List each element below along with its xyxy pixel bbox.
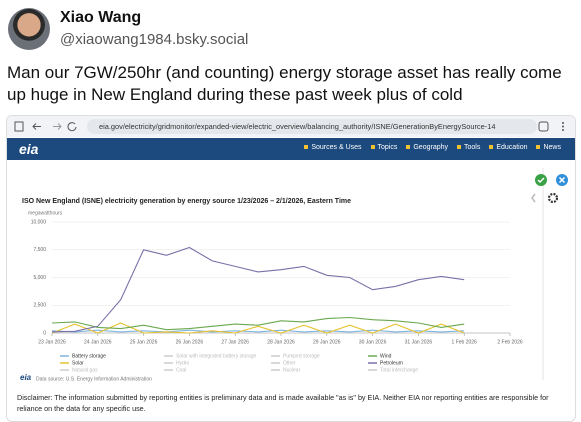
- y-tick-label: 7,500: [33, 247, 46, 253]
- x-tick-label: 29 Jan 2026: [313, 339, 341, 345]
- legend-label[interactable]: Coal: [176, 367, 186, 373]
- legend-label[interactable]: Hydro: [176, 360, 190, 366]
- series-line: [51, 316, 465, 331]
- x-tick-label: 30 Jan 2026: [359, 339, 387, 345]
- menu-dot: [562, 129, 564, 131]
- site-nav: Sources & Uses Topics Geography Tools Educat…: [304, 144, 561, 151]
- legend-label[interactable]: Battery storage: [72, 353, 106, 359]
- y-tick-label: 2,500: [33, 303, 46, 309]
- back-button[interactable]: [32, 123, 41, 130]
- reload-button[interactable]: [67, 122, 77, 132]
- legend-label[interactable]: Wind: [380, 353, 392, 359]
- legend-label[interactable]: Natural gas: [72, 367, 98, 373]
- browser-bar: eia.gov/electricity/gridmonitor/expanded…: [7, 116, 575, 137]
- series-line: [51, 329, 465, 333]
- source-logo: eia: [20, 373, 32, 382]
- y-tick-label: 10,000: [31, 219, 47, 225]
- site-logo[interactable]: eia: [19, 141, 39, 157]
- legend-label[interactable]: Petroleum: [380, 360, 403, 366]
- extension-icon[interactable]: [538, 121, 549, 132]
- author-handle[interactable]: @xiaowang1984.bsky.social: [60, 31, 249, 48]
- browser-controls: [14, 121, 77, 132]
- nav-item[interactable]: Education: [489, 144, 527, 151]
- site-header: eia Sources & Uses Topics Geography Tools Ed…: [7, 138, 575, 160]
- series-line: [51, 246, 465, 333]
- avatar[interactable]: [8, 8, 50, 50]
- x-tick-label: 26 Jan 2026: [176, 339, 204, 345]
- legend-label[interactable]: Total interchange: [380, 367, 418, 373]
- data-source: Data source: U.S. Energy Information Adm…: [36, 376, 152, 382]
- nav-item[interactable]: Topics: [371, 144, 398, 151]
- menu-dot[interactable]: [562, 122, 564, 124]
- close-icon: [558, 176, 566, 184]
- tab-icon[interactable]: [14, 121, 24, 132]
- author-name[interactable]: Xiao Wang: [60, 9, 142, 26]
- disclaimer: Disclaimer: The information submitted by…: [17, 393, 549, 413]
- x-tick-label: 28 Jan 2026: [267, 339, 295, 345]
- legend-label[interactable]: Solar with integrated battery storage: [176, 353, 257, 359]
- check-icon: [537, 177, 545, 184]
- series-line: [51, 322, 465, 334]
- post-text: Man our 7GW/250hr (and counting) energy …: [7, 63, 562, 104]
- y-axis-label: megawatthours: [28, 210, 63, 216]
- x-tick-label: 31 Jan 2026: [405, 339, 433, 345]
- nav-item[interactable]: Geography: [406, 144, 448, 151]
- browser-menu: [538, 121, 564, 132]
- legend-label[interactable]: Pumped storage: [283, 353, 320, 359]
- prev-button[interactable]: [531, 193, 536, 203]
- legend-label[interactable]: Solar: [72, 360, 84, 366]
- x-tick-label: 25 Jan 2026: [130, 339, 158, 345]
- nav-item[interactable]: News: [536, 144, 561, 151]
- nav-item[interactable]: Sources & Uses: [304, 144, 361, 151]
- chart-title: ISO New England (ISNE) electricity gener…: [22, 198, 351, 205]
- y-tick-label: 0: [43, 330, 46, 336]
- legend-label[interactable]: Nuclear: [283, 367, 301, 373]
- x-tick-label: 27 Jan 2026: [221, 339, 249, 345]
- menu-dot: [562, 125, 564, 128]
- settings-button[interactable]: [547, 192, 559, 204]
- x-tick-label: 24 Jan 2026: [84, 339, 112, 345]
- nav-item[interactable]: Tools: [457, 144, 480, 151]
- x-tick-label: 2 Feb 2026: [497, 339, 523, 345]
- url[interactable]: eia.gov/electricity/gridmonitor/expanded…: [87, 119, 537, 134]
- x-tick-label: 23 Jan 2026: [38, 339, 66, 345]
- forward-button[interactable]: [53, 123, 62, 130]
- x-tick-label: 1 Feb 2026: [452, 339, 478, 345]
- legend-label[interactable]: Other: [283, 360, 296, 366]
- y-tick-label: 5,000: [33, 275, 46, 281]
